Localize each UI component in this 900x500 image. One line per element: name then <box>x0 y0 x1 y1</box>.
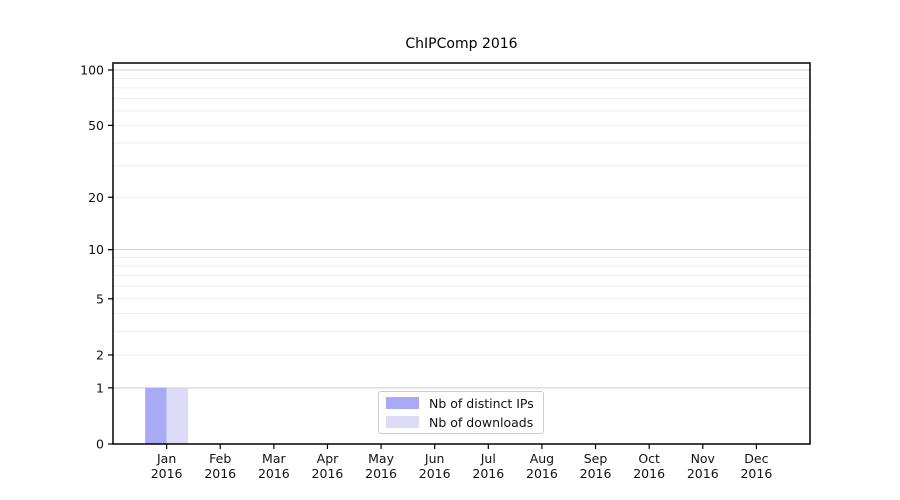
x-tick-label-month: Jan <box>156 451 176 466</box>
x-tick-label-year: 2016 <box>204 466 236 481</box>
legend-label-downloads: Nb of downloads <box>429 414 534 430</box>
x-tick-label-year: 2016 <box>526 466 558 481</box>
y-tick-label: 5 <box>96 291 104 306</box>
y-tick-label: 10 <box>88 242 104 257</box>
x-tick-label-month: Mar <box>262 451 286 466</box>
x-tick-label-year: 2016 <box>312 466 344 481</box>
x-tick-label-month: Apr <box>317 451 339 466</box>
x-tick-label-year: 2016 <box>472 466 504 481</box>
legend-swatch-distinct-ips <box>386 397 419 409</box>
y-tick-label: 1 <box>96 380 104 395</box>
legend-swatch-downloads <box>386 416 419 428</box>
x-tick-label-year: 2016 <box>740 466 772 481</box>
x-tick-label-month: Aug <box>530 451 554 466</box>
x-tick-label-year: 2016 <box>633 466 665 481</box>
x-tick-label-year: 2016 <box>258 466 290 481</box>
legend-entry-downloads: Nb of downloads <box>386 415 536 430</box>
x-tick-label-month: Jul <box>480 451 496 466</box>
x-tick-label-month: Feb <box>209 451 231 466</box>
x-tick-label-month: Jun <box>424 451 445 466</box>
y-tick-label: 50 <box>88 118 104 133</box>
x-tick-label-month: Oct <box>638 451 660 466</box>
y-tick-label: 0 <box>96 437 104 452</box>
x-tick-label-month: Dec <box>744 451 768 466</box>
x-tick-label-month: Sep <box>584 451 608 466</box>
x-tick-label-year: 2016 <box>151 466 183 481</box>
x-tick-label-year: 2016 <box>580 466 612 481</box>
x-tick-label-month: Nov <box>691 451 716 466</box>
x-tick-label-year: 2016 <box>365 466 397 481</box>
x-tick-label-month: May <box>368 451 394 466</box>
x-tick-label-year: 2016 <box>419 466 451 481</box>
chart-title: ChIPComp 2016 <box>405 36 518 52</box>
y-tick-label: 20 <box>88 190 104 205</box>
legend-entry-distinct-ips: Nb of distinct IPs <box>386 396 536 411</box>
y-tick-label: 2 <box>96 347 104 362</box>
bar-nb-of-distinct-ips-jan <box>145 387 167 444</box>
legend: Nb of distinct IPs Nb of downloads <box>378 391 544 434</box>
bar-nb-of-downloads-jan <box>166 387 189 444</box>
y-tick-label: 100 <box>80 63 104 78</box>
legend-label-distinct-ips: Nb of distinct IPs <box>429 395 534 411</box>
plot-border <box>112 62 811 445</box>
x-tick-label-year: 2016 <box>687 466 719 481</box>
